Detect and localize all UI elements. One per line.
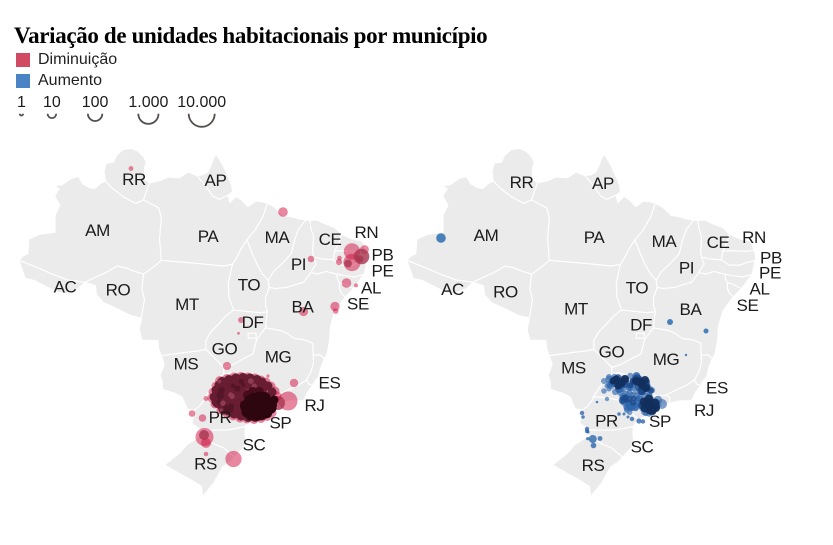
svg-text:RS: RS [582, 456, 605, 475]
svg-text:10.000: 10.000 [177, 94, 226, 111]
svg-text:RN: RN [355, 223, 379, 242]
svg-text:RN: RN [742, 228, 766, 247]
svg-text:RO: RO [493, 283, 518, 302]
svg-text:RJ: RJ [305, 396, 325, 415]
svg-text:PR: PR [595, 412, 618, 431]
svg-text:ES: ES [319, 374, 341, 393]
svg-text:RR: RR [122, 170, 146, 189]
svg-text:10: 10 [43, 94, 61, 111]
svg-text:AL: AL [361, 279, 381, 298]
svg-text:RO: RO [106, 281, 131, 300]
svg-text:DF: DF [630, 316, 652, 335]
svg-text:MS: MS [174, 355, 199, 374]
svg-text:SE: SE [737, 296, 759, 315]
svg-text:RR: RR [510, 173, 534, 192]
svg-text:AM: AM [474, 226, 499, 245]
svg-text:1.000: 1.000 [128, 94, 168, 111]
svg-text:SP: SP [269, 414, 291, 433]
svg-text:GO: GO [212, 340, 238, 359]
svg-text:AL: AL [750, 280, 770, 299]
svg-text:AP: AP [592, 174, 614, 193]
svg-text:BA: BA [292, 298, 315, 317]
svg-text:PI: PI [291, 255, 306, 274]
svg-text:100: 100 [82, 94, 109, 111]
svg-text:ES: ES [706, 379, 728, 398]
svg-text:RS: RS [194, 455, 217, 474]
svg-text:PA: PA [198, 227, 220, 246]
svg-text:MT: MT [564, 300, 588, 319]
svg-text:SC: SC [631, 438, 654, 457]
svg-text:GO: GO [599, 343, 625, 362]
svg-text:PB: PB [760, 249, 782, 268]
svg-text:TO: TO [626, 279, 649, 298]
svg-text:BA: BA [680, 300, 703, 319]
svg-text:CE: CE [319, 230, 342, 249]
svg-text:MG: MG [653, 350, 680, 369]
svg-text:1: 1 [17, 94, 26, 111]
svg-text:MG: MG [265, 348, 292, 367]
svg-text:PE: PE [759, 264, 781, 283]
svg-text:PB: PB [372, 246, 394, 265]
svg-text:PE: PE [372, 262, 394, 281]
svg-text:MA: MA [265, 228, 291, 247]
svg-text:PI: PI [679, 259, 694, 278]
svg-text:TO: TO [238, 276, 261, 295]
svg-text:AP: AP [205, 171, 227, 190]
svg-text:CE: CE [707, 233, 730, 252]
svg-text:PA: PA [584, 228, 606, 247]
svg-text:SP: SP [649, 412, 671, 431]
svg-text:AC: AC [54, 278, 77, 297]
svg-text:MT: MT [175, 295, 199, 314]
svg-text:MS: MS [561, 359, 586, 378]
svg-text:DF: DF [242, 313, 264, 332]
svg-text:PR: PR [209, 408, 232, 427]
svg-text:AM: AM [85, 221, 110, 240]
svg-text:AC: AC [441, 280, 464, 299]
svg-text:MA: MA [652, 232, 678, 251]
svg-text:RJ: RJ [694, 401, 714, 420]
svg-text:SC: SC [243, 436, 266, 455]
svg-text:SE: SE [347, 295, 369, 314]
